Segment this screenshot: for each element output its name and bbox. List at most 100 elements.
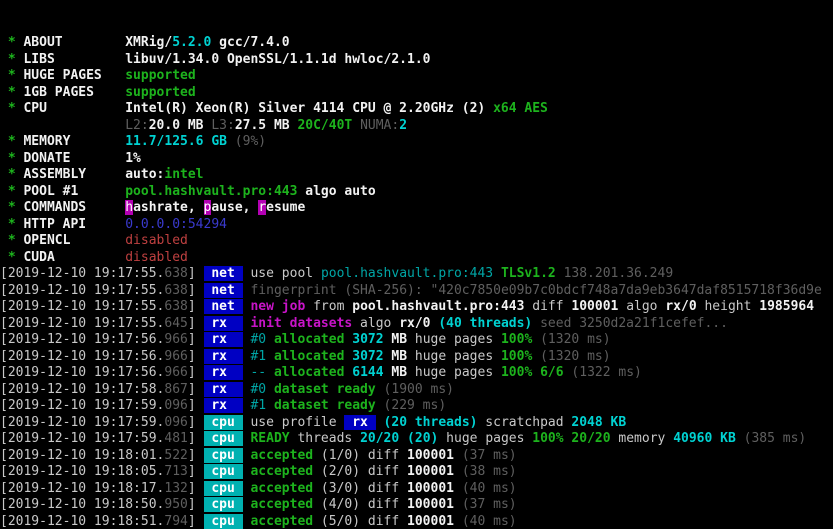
timestamp: [2019-12-10 19:17:55.	[0, 299, 165, 314]
bullet: *	[0, 68, 24, 83]
summary-line: * ASSEMBLY auto:intel	[0, 167, 204, 182]
timestamp: [2019-12-10 19:17:58.	[0, 381, 165, 397]
cpu-badge: cpu	[203, 464, 243, 479]
timestamp: [2019-12-10 19:18:05.	[0, 464, 165, 479]
log-line: [2019-12-10 19:17:55.638] net fingerprin…	[0, 282, 822, 298]
summary-label: ASSEMBLY	[23, 167, 126, 182]
timestamp-ms: 096	[164, 414, 188, 430]
bullet: *	[0, 249, 24, 265]
rx-badge: rx	[203, 365, 243, 380]
timestamp-ms: 522	[164, 447, 188, 463]
summary-line: * HUGE PAGES supported	[0, 68, 196, 83]
summary-line: * OPENCL disabled	[0, 233, 188, 248]
command-hotkey: p	[203, 200, 212, 215]
bullet: *	[0, 150, 24, 166]
bullet: *	[0, 200, 24, 215]
rx-badge: rx	[203, 348, 243, 364]
summary-line: * DONATE 1%	[0, 150, 141, 166]
log-line: [2019-12-10 19:17:59.096] cpu use profil…	[0, 414, 627, 430]
summary-label: CPU	[23, 101, 126, 116]
timestamp: [2019-12-10 19:17:56.	[0, 348, 165, 364]
summary-line: * CUDA disabled	[0, 249, 188, 265]
log-line: [2019-12-10 19:18:05.713] cpu accepted (…	[0, 464, 517, 479]
timestamp: [2019-12-10 19:17:59.	[0, 431, 165, 446]
bullet: *	[0, 101, 24, 116]
bullet: *	[0, 51, 24, 67]
cpu-badge: cpu	[203, 480, 243, 496]
bullet: *	[0, 233, 24, 248]
summary-line: * LIBS libuv/1.34.0 OpenSSL/1.1.1d hwloc…	[0, 51, 431, 67]
bullet: *	[0, 84, 24, 100]
log-line: [2019-12-10 19:17:55.638] net use pool p…	[0, 266, 674, 281]
timestamp: [2019-12-10 19:17:56.	[0, 332, 165, 347]
log-line: [2019-12-10 19:18:50.950] cpu accepted (…	[0, 497, 517, 512]
summary-line: * ABOUT XMRig/5.2.0 gcc/7.4.0	[0, 35, 290, 50]
net-badge: net	[203, 282, 243, 298]
timestamp: [2019-12-10 19:17:59.	[0, 414, 165, 430]
timestamp-ms: 867	[164, 381, 188, 397]
log-line: [2019-12-10 19:18:01.522] cpu accepted (…	[0, 447, 517, 463]
net-badge: net	[203, 266, 243, 281]
summary-line: * HTTP API 0.0.0.0:54294	[0, 216, 227, 232]
summary-label: DONATE	[23, 150, 126, 166]
terminal-output: * ABOUT XMRig/5.2.0 gcc/7.4.0 * LIBS lib…	[0, 35, 833, 529]
rx-profile-badge: rx	[344, 414, 376, 430]
bullet: *	[0, 167, 24, 182]
summary-label: MEMORY	[23, 134, 126, 149]
cpu-badge: cpu	[203, 513, 243, 529]
bullet: *	[0, 183, 24, 199]
timestamp-ms: 638	[164, 266, 188, 281]
summary-label: CUDA	[23, 249, 126, 265]
timestamp-ms: 966	[164, 365, 188, 380]
log-line: [2019-12-10 19:17:59.096] rx #1 dataset …	[0, 398, 447, 413]
log-line: [2019-12-10 19:18:17.132] cpu accepted (…	[0, 480, 517, 496]
summary-label: HTTP API	[23, 216, 126, 232]
timestamp: [2019-12-10 19:18:17.	[0, 480, 165, 496]
bullet: *	[0, 216, 24, 232]
timestamp: [2019-12-10 19:17:55.	[0, 315, 165, 331]
cpu-badge: cpu	[203, 497, 243, 512]
timestamp-ms: 638	[164, 299, 188, 314]
log-line: [2019-12-10 19:17:56.966] rx -- allocate…	[0, 365, 642, 380]
timestamp-ms: 713	[164, 464, 188, 479]
rx-badge: rx	[203, 381, 243, 397]
timestamp-ms: 794	[164, 513, 188, 529]
summary-label: 1GB PAGES	[23, 84, 126, 100]
summary-line: * COMMANDS hashrate, pause, resume	[0, 200, 306, 215]
summary-line: * MEMORY 11.7/125.6 GB (9%)	[0, 134, 267, 149]
summary-line: L2:20.0 MB L3:27.5 MB 20C/40T NUMA:2	[125, 117, 408, 133]
timestamp: [2019-12-10 19:18:01.	[0, 447, 165, 463]
bullet: *	[0, 134, 24, 149]
summary-line: * CPU Intel(R) Xeon(R) Silver 4114 CPU @…	[0, 101, 548, 116]
timestamp-ms: 481	[164, 431, 188, 446]
rx-badge: rx	[203, 315, 243, 331]
summary-line: * 1GB PAGES supported	[0, 84, 196, 100]
log-line: [2019-12-10 19:17:56.966] rx #0 allocate…	[0, 332, 611, 347]
cpu-badge: cpu	[203, 447, 243, 463]
timestamp: [2019-12-10 19:18:50.	[0, 497, 165, 512]
timestamp-ms: 638	[164, 282, 188, 298]
log-line: [2019-12-10 19:17:59.481] cpu READY thre…	[0, 431, 807, 446]
summary-label: ABOUT	[23, 35, 126, 50]
summary-label: LIBS	[23, 51, 126, 67]
timestamp-ms: 132	[164, 480, 188, 496]
timestamp-ms: 950	[164, 497, 188, 512]
timestamp-ms: 645	[164, 315, 188, 331]
log-line: [2019-12-10 19:18:51.794] cpu accepted (…	[0, 513, 517, 529]
timestamp: [2019-12-10 19:17:56.	[0, 365, 165, 380]
summary-label: POOL #1	[23, 183, 126, 199]
rx-badge: rx	[203, 332, 243, 347]
timestamp: [2019-12-10 19:17:55.	[0, 266, 165, 281]
timestamp: [2019-12-10 19:18:51.	[0, 513, 165, 529]
timestamp: [2019-12-10 19:17:55.	[0, 282, 165, 298]
summary-label: HUGE PAGES	[23, 68, 126, 83]
log-line: [2019-12-10 19:17:55.638] net new job fr…	[0, 299, 815, 314]
timestamp-ms: 966	[164, 348, 188, 364]
command-hotkey: h	[125, 200, 134, 215]
summary-line: * POOL #1 pool.hashvault.pro:443 algo au…	[0, 183, 376, 199]
cpu-badge: cpu	[203, 414, 243, 430]
log-line: [2019-12-10 19:17:56.966] rx #1 allocate…	[0, 348, 611, 364]
bullet: *	[0, 35, 24, 50]
command-hotkey: r	[258, 200, 267, 215]
